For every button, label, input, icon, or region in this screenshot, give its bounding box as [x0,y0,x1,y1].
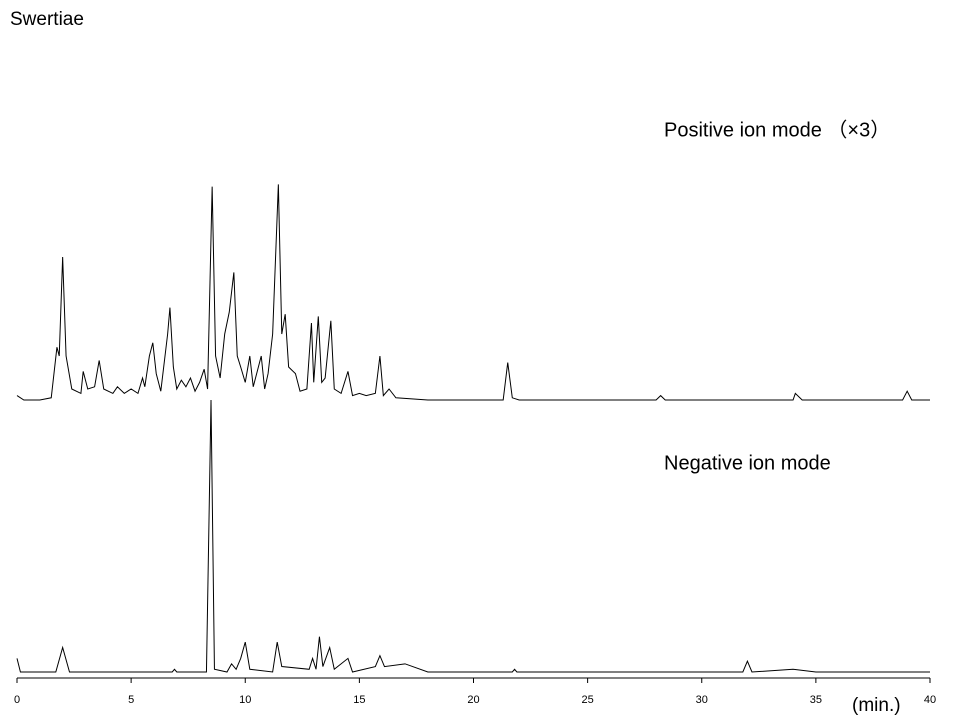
x-tick-label: 35 [810,694,822,706]
annotation: Positive ion mode （×3） [664,118,890,141]
chart-title: Swertiae [10,9,84,30]
x-tick-label: 10 [239,694,251,706]
x-tick-label: 5 [128,694,134,706]
x-tick-label: 30 [696,694,708,706]
x-axis-label: (min.) [852,695,901,716]
x-tick-label: 0 [14,694,20,706]
trace [16,399,930,673]
x-tick-label: 40 [924,694,936,706]
x-tick-label: 20 [467,694,479,706]
annotation: Negative ion mode [664,452,831,474]
x-tick-label: 25 [582,694,594,706]
x-tick-label: 15 [353,694,365,706]
trace [16,184,930,401]
